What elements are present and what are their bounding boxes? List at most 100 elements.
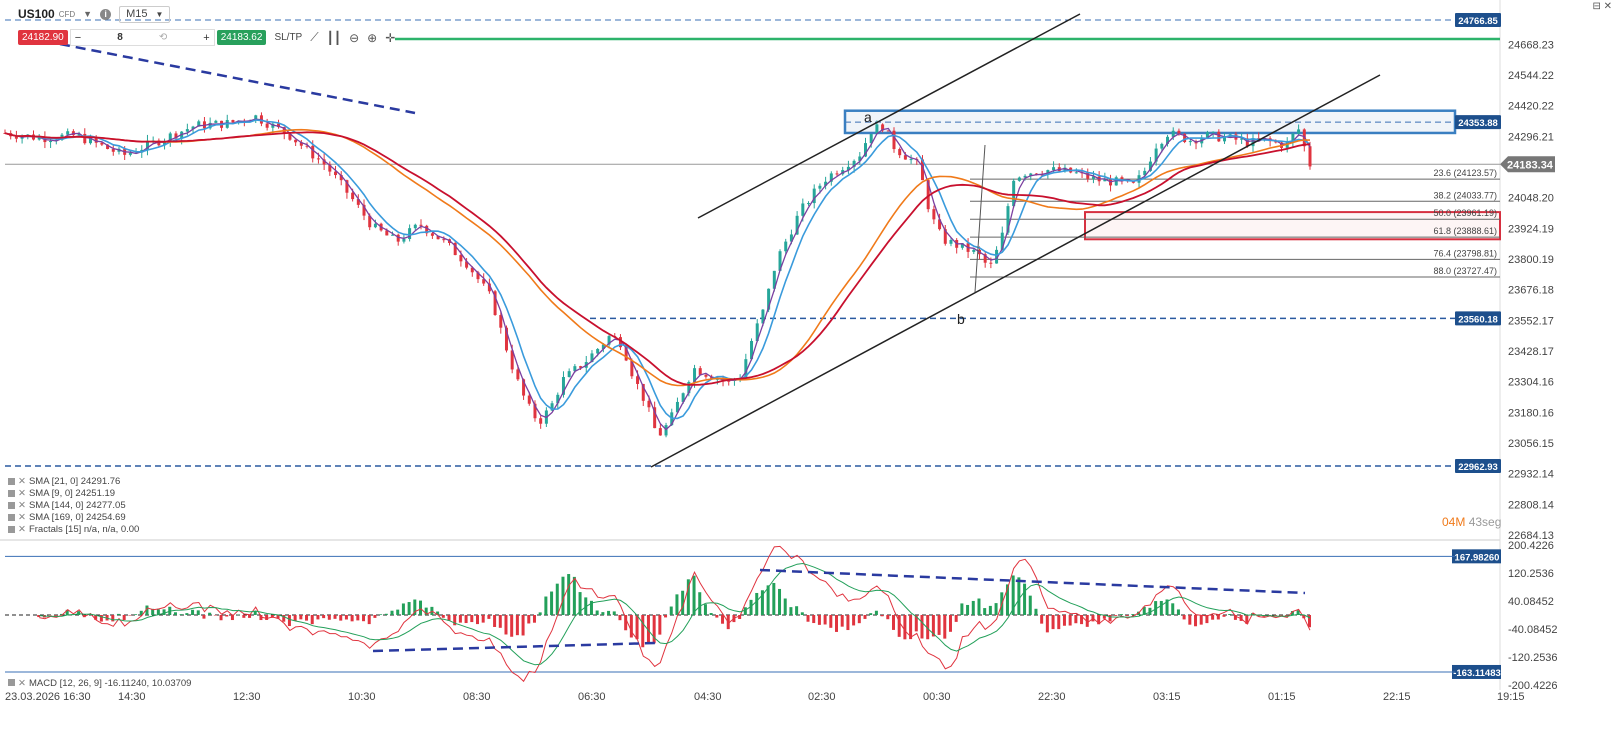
- macd-histogram-bar: [419, 600, 423, 615]
- low-support-badge: [1455, 459, 1501, 474]
- candle-body: [527, 395, 531, 404]
- candle-type-icon[interactable]: ┃┃: [326, 30, 342, 45]
- candle-body: [294, 139, 298, 143]
- zoom-out-icon[interactable]: ⊖: [349, 30, 360, 45]
- resistance-badge: [1455, 115, 1501, 130]
- candle-body: [106, 144, 110, 150]
- mid-support-badge: [1455, 311, 1501, 326]
- macd-tick-label: -40.08452: [1508, 624, 1558, 636]
- candle-body: [299, 142, 303, 146]
- menu-icon[interactable]: [8, 525, 15, 533]
- macd-histogram-bar: [390, 610, 394, 615]
- sell-button[interactable]: 24182.90: [18, 30, 68, 45]
- close-icon[interactable]: ✕: [18, 476, 26, 487]
- macd-histogram-bar: [846, 615, 850, 631]
- candle-body: [128, 152, 132, 155]
- info-icon[interactable]: i: [100, 8, 112, 20]
- candle-body: [898, 149, 902, 156]
- sltp-button[interactable]: SL/TP: [274, 32, 303, 43]
- legend-item-sma21[interactable]: ✕ SMA [21, 0] 24291.76: [8, 476, 139, 488]
- legend-label: Fractals [15] n/a, n/a, 0.00: [28, 524, 140, 535]
- candle-body: [596, 349, 600, 354]
- decrease-button[interactable]: −: [74, 31, 82, 44]
- menu-icon[interactable]: [8, 513, 15, 521]
- candle-body: [1120, 177, 1124, 181]
- candle-body: [1023, 175, 1027, 178]
- candle-body: [362, 204, 366, 216]
- macd-histogram-bar: [652, 615, 656, 644]
- legend-item-sma9[interactable]: ✕ SMA [9, 0] 24251.19: [8, 488, 139, 500]
- candle-body: [385, 230, 389, 236]
- macd-histogram-bar: [151, 608, 155, 615]
- macd-tick-label: -120.2536: [1508, 652, 1558, 664]
- macd-histogram-bar: [1279, 615, 1283, 616]
- macd-histogram-bar: [954, 615, 958, 622]
- symbol-name[interactable]: US100: [18, 7, 55, 21]
- macd-histogram-bar: [561, 576, 565, 615]
- legend-item-sma169[interactable]: ✕ SMA [169, 0] 24254.69: [8, 512, 139, 524]
- macd-histogram-bar: [658, 615, 662, 635]
- candle-body: [704, 374, 708, 377]
- candle-body: [328, 164, 332, 172]
- candle-body: [795, 215, 799, 235]
- macd-histogram-bar: [384, 613, 388, 615]
- buy-button[interactable]: 24183.62: [216, 30, 267, 45]
- quantity-value[interactable]: 8: [117, 32, 123, 43]
- macd-histogram-bar: [299, 615, 303, 620]
- macd-histogram-bar: [424, 607, 428, 615]
- menu-icon[interactable]: [8, 679, 15, 686]
- macd-histogram-bar: [1211, 615, 1215, 620]
- macd-histogram-bar: [800, 612, 804, 615]
- macd-histogram-bar: [498, 615, 502, 628]
- candle-body: [772, 270, 776, 289]
- macd-legend[interactable]: ✕ MACD [12, 26, 9] -16.11240, 10.03709: [8, 678, 191, 689]
- macd-histogram-bar: [48, 615, 52, 616]
- timeframe-select[interactable]: M15 ▼: [119, 5, 171, 23]
- macd-histogram-bar: [1074, 615, 1078, 624]
- macd-histogram-bar: [464, 615, 468, 624]
- candle-body: [191, 126, 195, 130]
- legend-item-fractals[interactable]: ✕ Fractals [15] n/a, n/a, 0.00: [8, 524, 139, 536]
- menu-icon[interactable]: [8, 489, 15, 497]
- zoom-in-icon[interactable]: ⊕: [367, 30, 378, 45]
- candle-body: [852, 160, 856, 167]
- time-tick-label: 12:30: [233, 691, 261, 703]
- crosshair-icon[interactable]: ✛: [385, 30, 396, 45]
- macd-histogram-bar: [914, 615, 918, 632]
- macd-histogram-bar: [436, 611, 440, 615]
- macd-histogram-bar: [111, 615, 115, 622]
- macd-histogram-bar: [1011, 575, 1015, 615]
- time-tick-label: 03:15: [1153, 691, 1181, 703]
- window-controls[interactable]: ⊟ ✕: [1592, 1, 1612, 12]
- menu-icon[interactable]: [8, 477, 15, 485]
- close-icon[interactable]: ✕: [18, 488, 26, 499]
- candle-body: [271, 123, 275, 128]
- macd-histogram-bar: [897, 615, 901, 637]
- macd-histogram-bar: [1057, 615, 1061, 630]
- macd-histogram-bar: [236, 614, 240, 616]
- legend-item-sma144[interactable]: ✕ SMA [144, 0] 24277.05: [8, 500, 139, 512]
- macd-histogram-bar: [208, 612, 212, 615]
- macd-histogram-bar: [145, 605, 149, 615]
- close-icon[interactable]: ✕: [18, 500, 26, 511]
- candle-body: [288, 133, 292, 140]
- increase-button[interactable]: +: [203, 31, 210, 44]
- close-icon[interactable]: ✕: [18, 512, 26, 523]
- fib-label: 38.2 (24033.77): [1433, 190, 1497, 200]
- symbol-dropdown-icon[interactable]: ▼: [83, 9, 93, 19]
- macd-histogram-bar: [265, 615, 269, 620]
- close-icon[interactable]: ✕: [18, 524, 26, 535]
- line-style-icon[interactable]: ⟋: [310, 30, 319, 44]
- candle-body: [920, 159, 924, 181]
- candle-body: [402, 239, 406, 242]
- macd-histogram-bar: [470, 615, 474, 623]
- quantity-stepper[interactable]: − 8 ⟲ +: [69, 29, 215, 46]
- candle-body: [1205, 132, 1209, 138]
- candle-body: [767, 288, 771, 310]
- macd-histogram-bar: [316, 615, 320, 620]
- close-icon[interactable]: ✕: [18, 678, 26, 689]
- menu-icon[interactable]: [8, 501, 15, 509]
- macd-histogram-bar: [1296, 610, 1300, 615]
- reset-icon[interactable]: ⟲: [158, 32, 168, 43]
